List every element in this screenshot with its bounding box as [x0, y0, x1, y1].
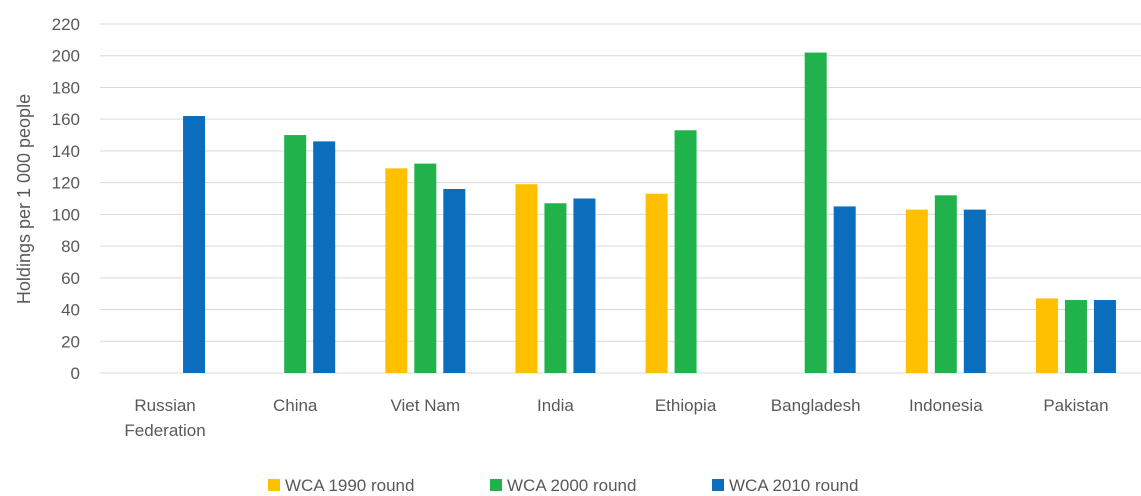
- bar: [833, 206, 856, 373]
- y-tick-label: 0: [71, 364, 80, 383]
- y-tick-label: 200: [52, 47, 80, 66]
- legend-label: WCA 2010 round: [729, 476, 858, 495]
- gridlines: [100, 23, 1141, 374]
- bar: [414, 163, 437, 373]
- legend-swatch: [712, 479, 724, 491]
- y-tick-label: 140: [52, 142, 80, 161]
- legend: WCA 1990 round WCA 2000 round WCA 2010 rou…: [268, 476, 858, 495]
- bar: [313, 141, 336, 373]
- bar: [385, 168, 408, 373]
- y-axis-ticks: 0 20 40 60 80 100 120 140 160 180 200 220: [52, 15, 80, 383]
- x-category-label: Russian Federation: [124, 396, 205, 440]
- x-category-label: Bangladesh: [771, 396, 861, 415]
- legend-item: WCA 2000 round: [490, 476, 636, 495]
- bars: [183, 52, 1116, 374]
- bar: [443, 188, 466, 373]
- legend-item: WCA 2010 round: [712, 476, 858, 495]
- legend-swatch: [490, 479, 502, 491]
- bar: [905, 209, 928, 373]
- bar: [804, 52, 827, 374]
- bar: [515, 184, 538, 373]
- y-tick-label: 180: [52, 78, 80, 97]
- bar: [284, 135, 307, 373]
- x-category-label: Indonesia: [909, 396, 983, 415]
- y-tick-label: 120: [52, 174, 80, 193]
- x-category-label: India: [537, 396, 574, 415]
- bar: [1064, 300, 1087, 373]
- y-tick-label: 60: [61, 269, 80, 288]
- bar: [183, 116, 206, 373]
- bar: [934, 195, 957, 373]
- y-tick-label: 160: [52, 110, 80, 129]
- bar: [573, 198, 596, 373]
- y-tick-label: 80: [61, 237, 80, 256]
- x-category-label: Ethiopia: [655, 396, 717, 415]
- x-category-label: Pakistan: [1043, 396, 1108, 415]
- bar: [674, 130, 697, 373]
- y-tick-label: 100: [52, 205, 80, 224]
- bar: [963, 209, 986, 373]
- bar: [645, 193, 668, 373]
- x-category-label: China: [273, 396, 318, 415]
- legend-label: WCA 2000 round: [507, 476, 636, 495]
- bar: [1093, 300, 1116, 373]
- y-tick-label: 40: [61, 301, 80, 320]
- y-axis-title: Holdings per 1 000 people: [14, 94, 34, 304]
- x-category-label: Viet Nam: [391, 396, 461, 415]
- x-axis-categories: Russian Federation China Viet Nam India Ethio…: [124, 396, 1108, 440]
- legend-label: WCA 1990 round: [285, 476, 414, 495]
- bar: [1035, 298, 1058, 373]
- y-tick-label: 220: [52, 15, 80, 34]
- bar: [544, 203, 567, 373]
- y-tick-label: 20: [61, 332, 80, 351]
- legend-item: WCA 1990 round: [268, 476, 414, 495]
- legend-swatch: [268, 479, 280, 491]
